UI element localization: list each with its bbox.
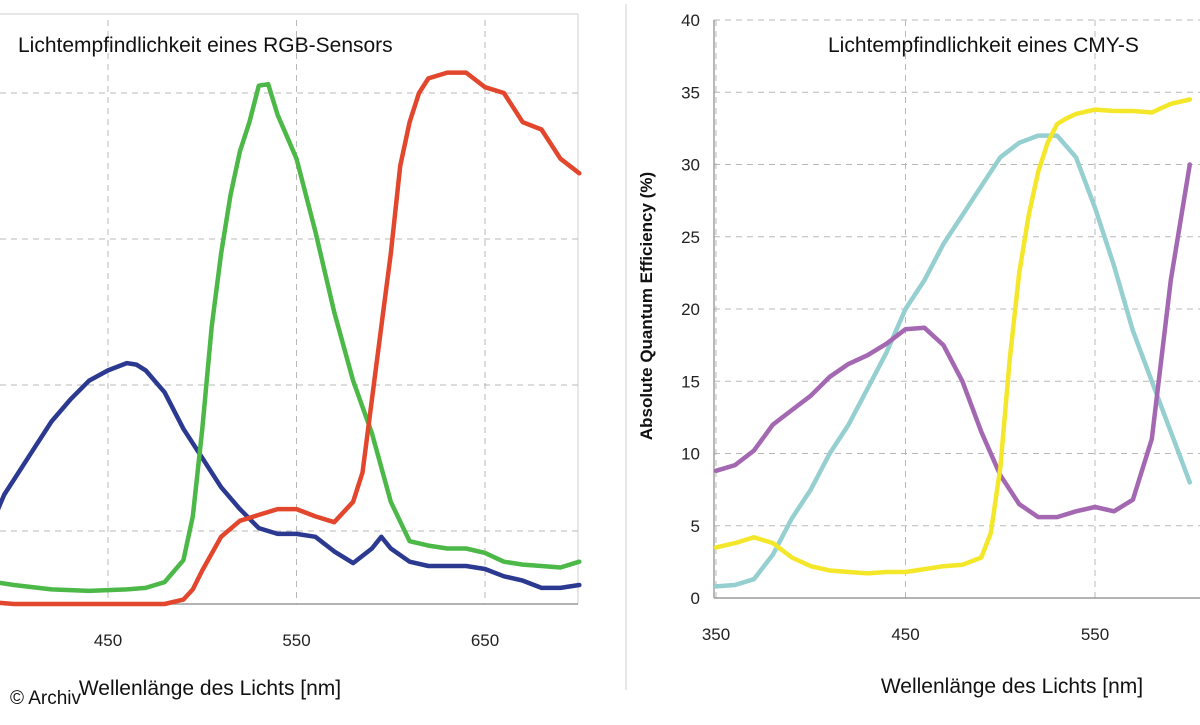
cmy-series-line-2 (713, 97, 1193, 576)
cmy-y-tick-label: 0 (691, 589, 700, 608)
rgb-x-axis-label: Wellenlänge des Lichts [nm] (79, 677, 341, 700)
image-credit: © Archiv (10, 688, 82, 709)
cmy-y-tick-label: 35 (681, 83, 700, 102)
rgb-series-layer (0, 70, 582, 607)
cmy-x-tick-label: 450 (891, 625, 919, 644)
rgb-series-line-0 (0, 360, 582, 591)
cmy-panel: 350 450 550 0 5 10 15 20 25 30 35 40 Lichtempfindli… (625, 4, 1200, 698)
cmy-chart-title: Lichtempfindlichkeit eines CMY-S (828, 34, 1139, 57)
cmy-x-axis-label: Wellenlänge des Lichts [nm] (881, 675, 1143, 698)
cmy-y-axis-label: Absolute Quantum Efficiency (%) (637, 172, 656, 440)
rgb-series-line-1 (0, 81, 582, 594)
rgb-x-tick-label: 450 (94, 631, 122, 650)
cmy-series-layer (713, 97, 1193, 589)
cmy-x-tick-label: 350 (702, 625, 730, 644)
cmy-x-tick-label: 550 (1081, 625, 1109, 644)
cmy-y-tick-label: 5 (691, 517, 700, 536)
cmy-y-tick-label: 10 (681, 445, 700, 464)
cmy-tick-labels: 350 450 550 0 5 10 15 20 25 30 35 40 (681, 11, 1109, 644)
rgb-chart-title: Lichtempfindlichkeit eines RGB-Sensors (18, 34, 393, 57)
cmy-y-tick-label: 15 (681, 372, 700, 391)
cmy-y-tick-label: 40 (681, 11, 700, 30)
rgb-x-tick-label: 650 (471, 631, 499, 650)
cmy-y-tick-label: 20 (681, 300, 700, 319)
rgb-x-tick-label: 550 (282, 631, 310, 650)
cmy-series-line-1 (713, 162, 1193, 520)
cmy-y-tick-label: 25 (681, 228, 700, 247)
cmy-series-line-0 (713, 133, 1193, 589)
cmy-y-tick-label: 30 (681, 156, 700, 175)
rgb-series-line-2 (0, 70, 582, 607)
rgb-panel: 450 550 650 Lichtempfindlichkeit eines RGB… (0, 13, 582, 700)
rgb-grid (0, 20, 578, 605)
rgb-tick-labels: 450 550 650 (94, 631, 499, 650)
